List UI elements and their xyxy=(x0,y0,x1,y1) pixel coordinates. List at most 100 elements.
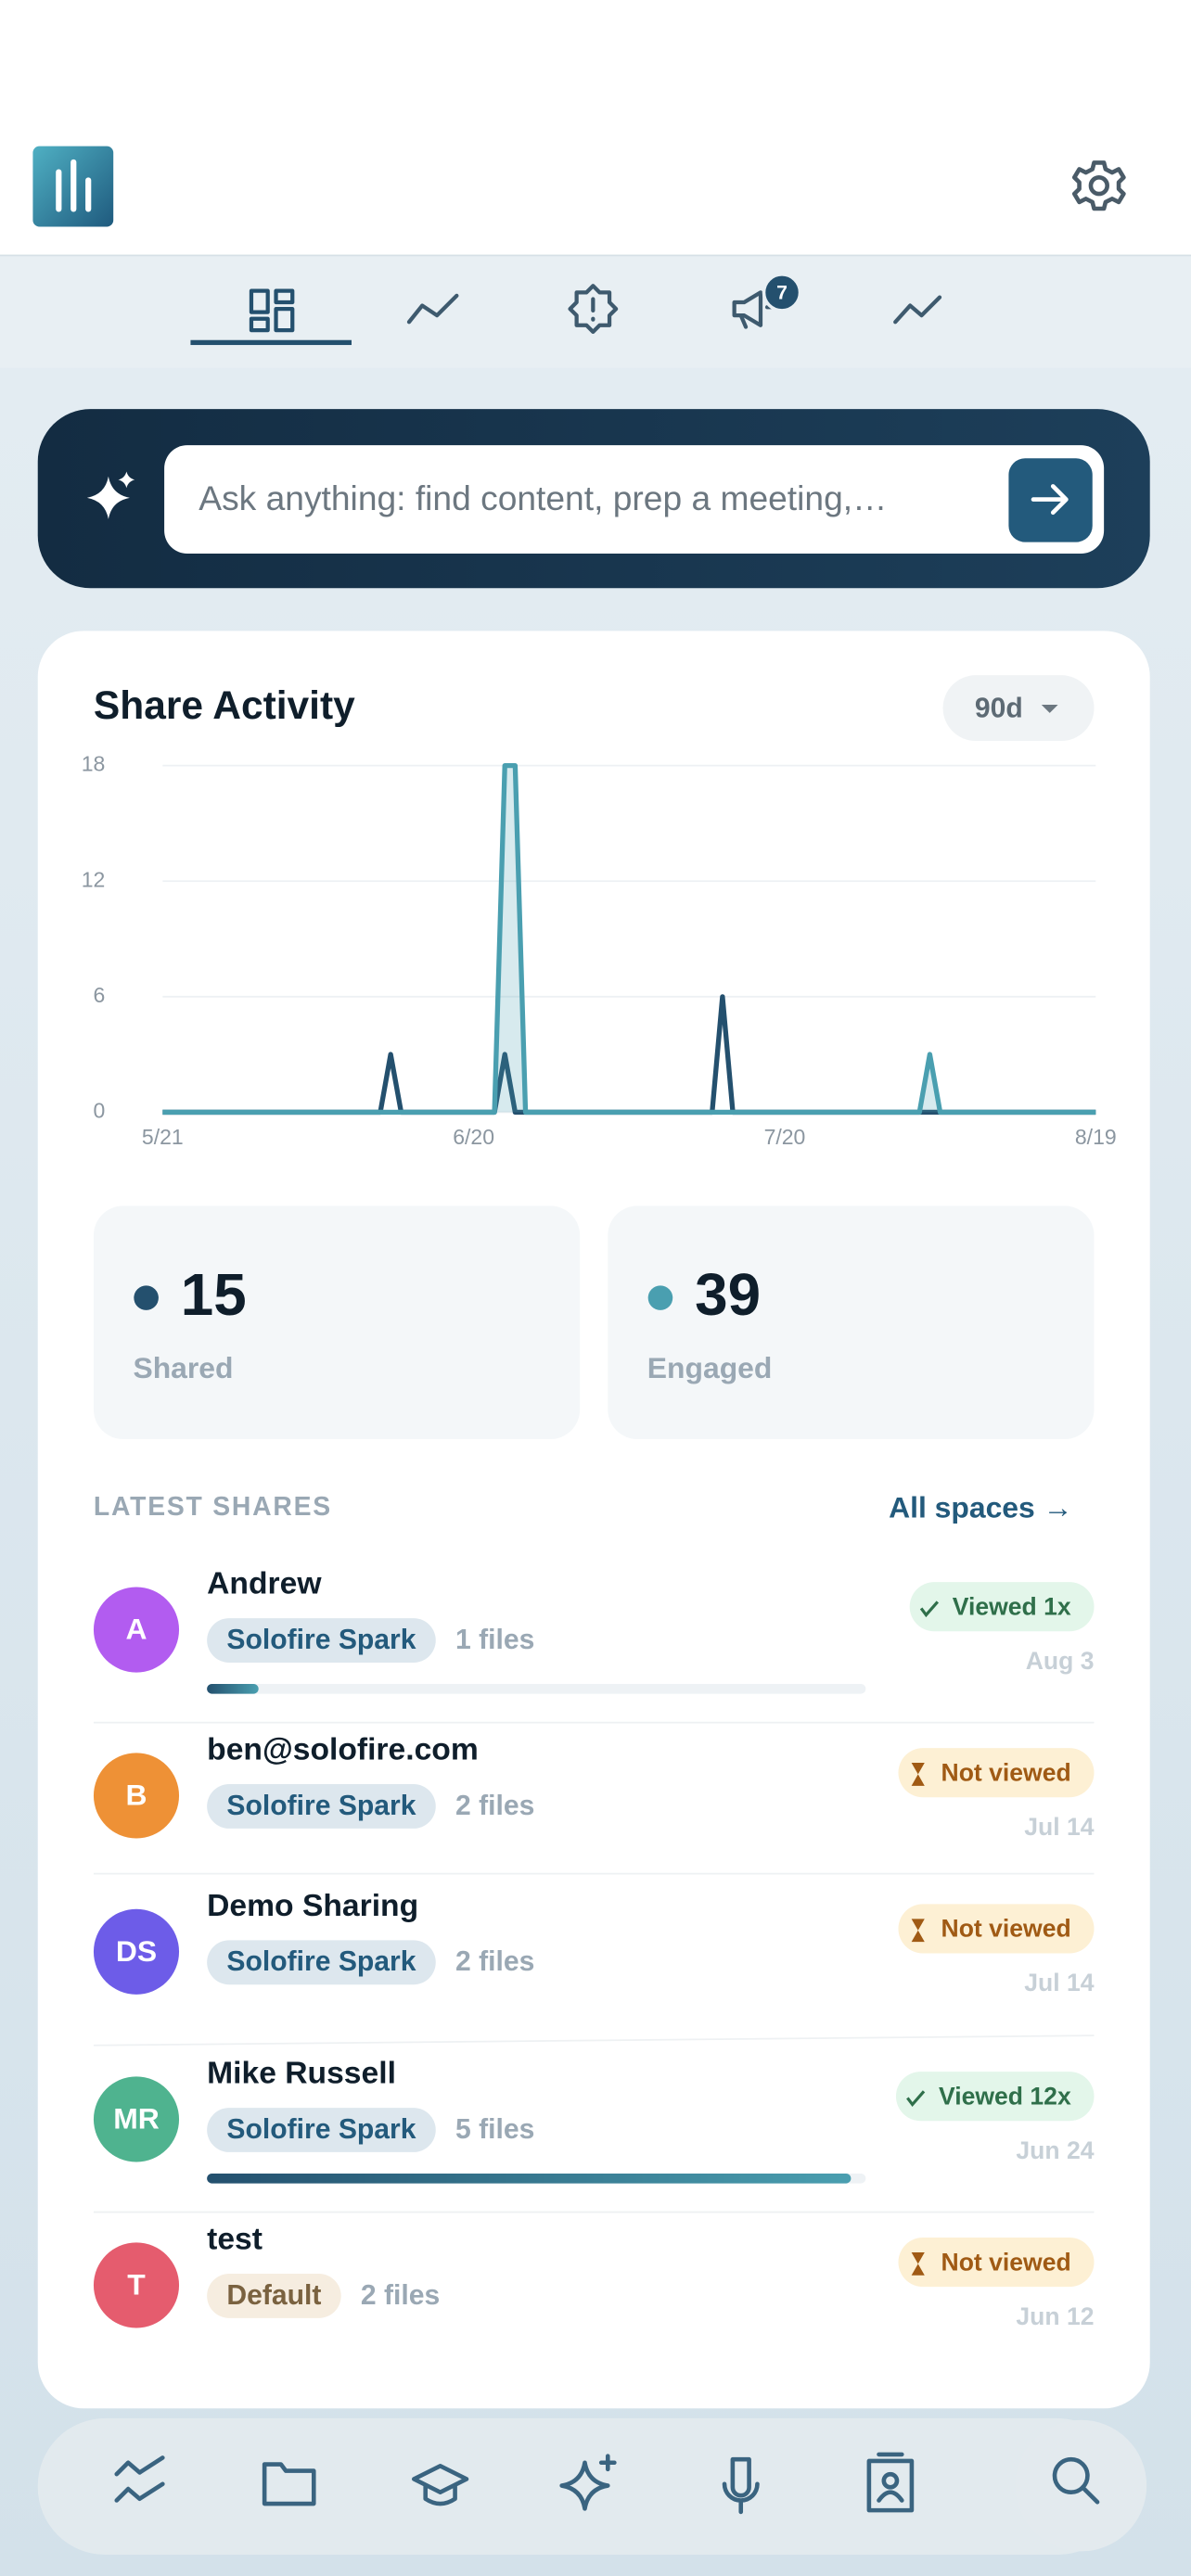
progress-fill xyxy=(207,2173,852,2184)
avatar-initials: B xyxy=(125,1779,147,1812)
x-tick-label: 5/21 xyxy=(142,1125,184,1149)
share-name: ben@solofire.com xyxy=(207,1733,479,1767)
tab-trends[interactable] xyxy=(406,293,459,325)
share-name: test xyxy=(207,2222,263,2256)
all-spaces-link[interactable]: All spaces → xyxy=(889,1491,1072,1524)
space-pill xyxy=(207,1618,436,1663)
space-name: Default xyxy=(226,2280,321,2311)
logo xyxy=(32,146,114,227)
y-tick-label: 6 xyxy=(94,983,106,1007)
status-pill xyxy=(898,2238,1095,2288)
stat-dot xyxy=(134,1285,159,1310)
tab-indicator xyxy=(190,339,352,346)
stat-label: Engaged xyxy=(647,1351,773,1384)
y-tick-label: 0 xyxy=(94,1099,106,1123)
avatar-initials: T xyxy=(127,2268,146,2302)
space-name: Solofire Spark xyxy=(226,1791,416,1821)
stat-dot xyxy=(647,1285,673,1310)
nav-learn[interactable] xyxy=(411,2463,469,2506)
share-date: Jul 14 xyxy=(1024,1813,1095,1841)
ask-input[interactable] xyxy=(164,445,1105,555)
share-name: Demo Sharing xyxy=(207,1889,418,1923)
progress-fill xyxy=(207,1683,259,1694)
tab-alerts[interactable] xyxy=(568,284,619,335)
avatar xyxy=(93,2242,180,2328)
status-icon xyxy=(911,1919,925,1943)
settings-button[interactable] xyxy=(1071,160,1126,211)
y-tick-label: 12 xyxy=(82,867,106,891)
status-icon xyxy=(911,1763,925,1786)
tab-growth[interactable] xyxy=(893,295,942,325)
ask-placeholder: Ask anything: find content, prep a meeti… xyxy=(198,478,887,517)
y-tick-label: 18 xyxy=(82,752,106,776)
progress-track xyxy=(207,1683,866,1694)
avatar xyxy=(93,1587,180,1673)
space-pill xyxy=(207,2108,436,2152)
avatar-initials: A xyxy=(125,1613,147,1646)
avatar-initials: MR xyxy=(113,2102,160,2136)
series-line xyxy=(162,762,1096,1116)
nav-contacts-head xyxy=(881,2471,900,2490)
file-count: 2 files xyxy=(361,2280,440,2311)
status-label: Not viewed xyxy=(941,1915,1071,1943)
stat-label: Shared xyxy=(133,1351,233,1384)
avatar xyxy=(93,1908,180,1995)
ask-submit[interactable] xyxy=(1008,458,1093,542)
status-icon xyxy=(919,1600,940,1618)
share-name: Mike Russell xyxy=(207,2057,396,2091)
stat-value: 15 xyxy=(181,1261,247,1328)
bottom-nav xyxy=(37,2417,1147,2555)
status-pill xyxy=(909,1582,1095,1632)
range-selector[interactable] xyxy=(942,675,1095,742)
nav-files[interactable] xyxy=(262,2462,316,2506)
nav-activity[interactable] xyxy=(114,2455,165,2503)
space-pill xyxy=(207,1940,436,1985)
space-pill xyxy=(207,2274,341,2318)
section-title: LATEST SHARES xyxy=(94,1492,332,1522)
share-date: Jun 12 xyxy=(1016,2302,1094,2330)
status-pill xyxy=(898,1904,1095,1954)
nav-ai[interactable] xyxy=(559,2454,617,2511)
status-pill xyxy=(898,1748,1095,1798)
status-label: Not viewed xyxy=(941,2248,1071,2276)
share-date: Jun 24 xyxy=(1016,2136,1094,2164)
x-tick-label: 6/20 xyxy=(453,1125,494,1149)
sparkle-icon xyxy=(86,471,135,519)
avatar xyxy=(93,2076,180,2162)
range-label: 90d xyxy=(975,693,1023,723)
status-label: Viewed 12x xyxy=(939,2082,1071,2110)
nav-contacts[interactable] xyxy=(866,2452,915,2513)
status-pill xyxy=(895,2072,1095,2122)
stat-card xyxy=(93,1205,581,1439)
x-tick-label: 7/20 xyxy=(764,1125,806,1149)
nav-search[interactable] xyxy=(1052,2456,1100,2505)
space-name: Solofire Spark xyxy=(226,1625,416,1655)
top-bar xyxy=(0,0,1191,255)
file-count: 1 files xyxy=(455,1625,534,1655)
status-icon xyxy=(906,2090,926,2108)
share-date: Jul 14 xyxy=(1024,1969,1095,1996)
tab-dashboard[interactable] xyxy=(249,288,295,333)
badge-count: 7 xyxy=(776,282,788,304)
badge xyxy=(762,273,802,312)
file-count: 2 files xyxy=(455,1946,534,1977)
nav-voice[interactable] xyxy=(722,2456,760,2515)
file-count: 2 files xyxy=(455,1791,534,1821)
avatar xyxy=(93,1753,180,1839)
tab-bar xyxy=(0,256,1191,368)
share-date: Aug 3 xyxy=(1026,1647,1095,1675)
file-count: 5 files xyxy=(455,2114,534,2145)
status-label: Not viewed xyxy=(941,1758,1071,1786)
space-name: Solofire Spark xyxy=(226,1946,416,1977)
avatar-initials: DS xyxy=(116,1934,157,1968)
chart-title: Share Activity xyxy=(94,684,355,728)
space-pill xyxy=(207,1784,436,1829)
row-divider xyxy=(93,2034,1095,2047)
status-label: Viewed 1x xyxy=(953,1592,1071,1620)
stat-card xyxy=(608,1205,1095,1439)
status-icon xyxy=(911,2251,925,2276)
stat-value: 39 xyxy=(695,1261,761,1328)
share-name: Andrew xyxy=(207,1567,322,1601)
space-name: Solofire Spark xyxy=(226,2114,416,2145)
